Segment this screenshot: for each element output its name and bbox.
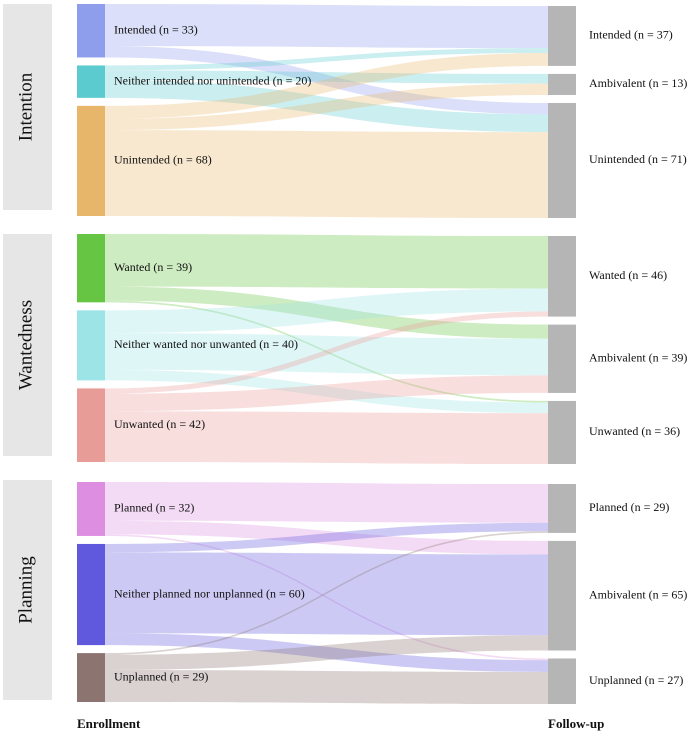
planning-flow-unplanned-to-unplanned xyxy=(105,669,548,704)
wantedness-panel-band xyxy=(3,234,52,456)
intention-left-label-unintended: Unintended (n = 68) xyxy=(114,153,212,167)
wantedness-flow-unwanted-to-wanted xyxy=(105,311,548,394)
planning-left-node-unplanned xyxy=(77,653,105,702)
flows-layer xyxy=(105,4,548,704)
intention-flow-unintended-to-intended xyxy=(105,52,548,119)
intention-panel-band xyxy=(3,4,52,210)
planning-flow-neither-planned-nor-unplanned-to-unplanned xyxy=(105,633,548,672)
intention-right-node-ambivalent xyxy=(548,73,576,95)
planning-right-label-unplanned: Unplanned (n = 27) xyxy=(589,673,683,687)
planning-right-node-planned xyxy=(548,484,576,533)
planning-flow-planned-to-planned xyxy=(105,482,548,523)
intention-right-node-unintended xyxy=(548,102,576,218)
intention-left-node-intended xyxy=(77,4,105,58)
planning-right-label-planned: Planned (n = 29) xyxy=(589,500,669,514)
intention-left-node-unintended xyxy=(77,105,105,216)
nodes-layer xyxy=(3,4,576,704)
intention-flow-unintended-to-unintended xyxy=(105,130,548,218)
wantedness-flow-wanted-to-wanted xyxy=(105,234,548,289)
intention-flow-neither-intended-nor-unintended-to-unintended xyxy=(105,80,548,133)
intention-right-label-unintended: Unintended (n = 71) xyxy=(589,152,687,166)
wantedness-left-node-wanted xyxy=(77,234,105,303)
intention-left-label-neither-intended-nor-unintended: Neither intended nor unintended (n = 20) xyxy=(114,73,311,87)
intention-right-label-intended: Intended (n = 37) xyxy=(589,28,673,42)
planning-flow-planned-to-unplanned xyxy=(105,534,548,661)
wantedness-right-label-ambivalent: Ambivalent (n = 39) xyxy=(589,351,687,365)
planning-left-node-neither-planned-nor-unplanned xyxy=(77,543,105,646)
wantedness-panel-title: Wantedness xyxy=(15,300,36,390)
planning-left-label-unplanned: Unplanned (n = 29) xyxy=(114,669,208,683)
labels-layer: Intention Intended (n = 33) Neither intend… xyxy=(15,22,687,687)
planning-right-label-ambivalent: Ambivalent (n = 65) xyxy=(589,587,687,601)
wantedness-right-label-unwanted: Unwanted (n = 36) xyxy=(589,424,680,438)
wantedness-left-label-neither-wanted-nor-unwanted: Neither wanted nor unwanted (n = 40) xyxy=(114,337,298,351)
wantedness-right-node-unwanted xyxy=(548,400,576,464)
intention-right-node-intended xyxy=(548,6,576,66)
planning-panel-band xyxy=(3,480,52,700)
planning-flow-neither-planned-nor-unplanned-to-ambivalent xyxy=(105,552,548,636)
wantedness-flow-neither-wanted-nor-unwanted-to-ambivalent xyxy=(105,333,548,376)
right-axis-label: Follow-up xyxy=(548,716,604,731)
wantedness-flow-neither-wanted-nor-unwanted-to-wanted xyxy=(105,288,548,334)
planning-left-label-neither-planned-nor-unplanned: Neither planned nor unplanned (n = 60) xyxy=(114,586,305,600)
left-axis-label: Enrollment xyxy=(77,716,141,731)
planning-left-label-planned: Planned (n = 32) xyxy=(114,501,194,515)
wantedness-flow-neither-wanted-nor-unwanted-to-unwanted xyxy=(105,369,548,414)
wantedness-left-label-unwanted: Unwanted (n = 42) xyxy=(114,417,205,431)
planning-panel-title: Planning xyxy=(15,556,36,624)
wantedness-right-node-wanted xyxy=(548,236,576,317)
intention-right-label-ambivalent: Ambivalent (n = 13) xyxy=(589,76,687,90)
wantedness-left-node-neither-wanted-nor-unwanted xyxy=(77,310,105,381)
planning-flow-neither-planned-nor-unplanned-to-planned xyxy=(105,522,548,553)
intention-left-label-intended: Intended (n = 33) xyxy=(114,22,198,36)
intention-flow-intended-to-unintended xyxy=(105,46,548,115)
planning-flow-unplanned-to-ambivalent xyxy=(105,635,548,670)
wantedness-right-label-wanted: Wanted (n = 46) xyxy=(589,268,667,282)
wantedness-right-node-ambivalent xyxy=(548,324,576,393)
planning-right-node-ambivalent xyxy=(548,540,576,651)
intention-left-node-neither-intended-nor-unintended xyxy=(77,65,105,98)
wantedness-flow-wanted-to-unwanted xyxy=(105,300,548,403)
intention-flow-unintended-to-ambivalent xyxy=(105,83,548,131)
planning-flow-unplanned-to-planned xyxy=(105,531,548,655)
intention-flow-intended-to-intended xyxy=(105,4,548,49)
wantedness-left-label-wanted: Wanted (n = 39) xyxy=(114,260,192,274)
wantedness-left-node-unwanted xyxy=(77,388,105,462)
wantedness-flow-unwanted-to-unwanted xyxy=(105,411,548,464)
wantedness-flow-wanted-to-ambivalent xyxy=(105,286,548,339)
intention-flow-neither-intended-nor-unintended-to-intended xyxy=(105,48,548,71)
intention-panel-title: Intention xyxy=(15,72,36,141)
intention-flow-neither-intended-nor-unintended-to-ambivalent xyxy=(105,70,548,84)
wantedness-flow-unwanted-to-ambivalent xyxy=(105,375,548,412)
planning-right-node-unplanned xyxy=(548,658,576,704)
planning-flow-planned-to-ambivalent xyxy=(105,520,548,555)
planning-left-node-planned xyxy=(77,482,105,536)
